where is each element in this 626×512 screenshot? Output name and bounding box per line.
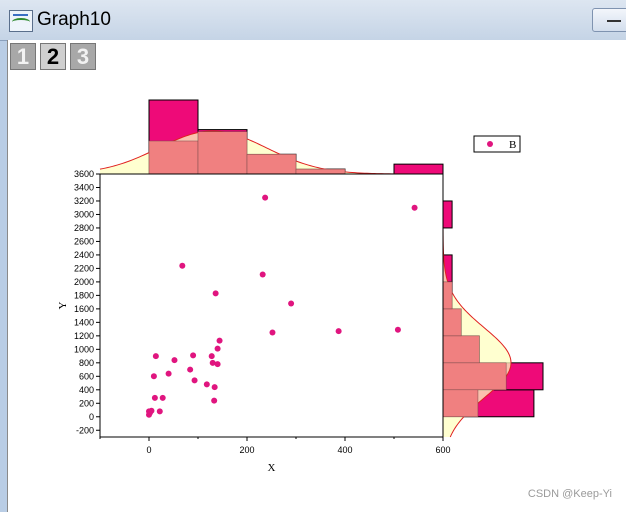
top-histogram-overlap (295, 168, 346, 175)
scatter-point (259, 271, 266, 278)
scatter-point (269, 329, 276, 336)
layer-tab-1[interactable]: 1 (10, 43, 36, 70)
scatter-point (171, 357, 178, 364)
x-tick-label: 400 (337, 445, 352, 455)
legend-label: B (509, 139, 516, 151)
x-tick-label: 0 (146, 445, 151, 455)
scatter-point (190, 352, 197, 359)
scatter-point (148, 407, 155, 414)
right-histogram-overlap (442, 335, 480, 364)
y-tick-label: 600 (79, 371, 94, 381)
y-tick-label: 3600 (74, 169, 94, 179)
scatter-point (187, 366, 194, 373)
scatter-point (191, 377, 198, 384)
scatter-point (211, 397, 218, 404)
scatter-point (203, 381, 210, 388)
watermark: CSDN @Keep-Yi (527, 488, 612, 500)
y-tick-label: 1800 (74, 290, 94, 300)
x-tick-label: 600 (435, 445, 450, 455)
y-axis: -200 0 200 400 600 800 1000 1200 1400 1600 1800 200… (74, 169, 100, 435)
scatter-point (262, 194, 269, 201)
right-histogram-overlap (442, 362, 507, 391)
y-tick-label: 2400 (74, 250, 94, 260)
right-histogram-overlap (442, 389, 479, 418)
plot-frame (99, 173, 444, 438)
y-tick-label: -200 (76, 425, 94, 435)
scatter-point (212, 290, 219, 297)
legend-marker (487, 141, 493, 147)
legend[interactable]: B (473, 135, 521, 153)
scatter-point (208, 353, 215, 360)
legend-box (473, 135, 521, 153)
layer-tab-2[interactable]: 2 (40, 43, 66, 70)
scatter-point (335, 328, 342, 335)
right-histogram-bar (442, 200, 453, 229)
window-titlebar: Graph10 (0, 0, 626, 41)
y-tick-label: 3200 (74, 196, 94, 206)
top-histogram-overlap (197, 131, 248, 175)
y-tick-label: 1200 (74, 331, 94, 341)
minimize-button[interactable] (592, 8, 626, 32)
scatter-point (394, 326, 401, 333)
minimize-icon (607, 20, 621, 22)
top-histogram-bar (393, 163, 444, 175)
y-tick-label: 800 (79, 358, 94, 368)
scatter-point (214, 361, 221, 368)
scatter-point (209, 359, 216, 366)
top-histogram (99, 99, 444, 175)
scatter-point (152, 353, 159, 360)
layer-tab-3[interactable]: 3 (70, 43, 96, 70)
y-tick-label: 200 (79, 398, 94, 408)
right-histogram (442, 174, 544, 438)
y-tick-label: 2800 (74, 223, 94, 233)
x-axis: 0 200 400 600 (99, 437, 451, 455)
scatter-point (411, 204, 418, 211)
scatter-point (150, 373, 157, 380)
y-tick-label: 2600 (74, 236, 94, 246)
scatter-point (211, 384, 218, 391)
y-axis-title: Y (57, 301, 69, 309)
right-histogram-overlap (442, 308, 462, 337)
y-tick-label: 3000 (74, 209, 94, 219)
x-tick-label: 200 (239, 445, 254, 455)
scatter-point (159, 394, 166, 401)
scatter-point (165, 370, 172, 377)
graph-window-icon[interactable] (9, 10, 33, 32)
scatter-point (214, 345, 221, 352)
right-histogram-overlap (442, 281, 453, 310)
y-tick-label: 2200 (74, 263, 94, 273)
y-tick-label: 0 (89, 412, 94, 422)
y-tick-label: 2000 (74, 277, 94, 287)
scatter-point (288, 300, 295, 307)
top-histogram-overlap (148, 140, 199, 175)
scatter-point (179, 262, 186, 269)
y-tick-label: 1000 (74, 344, 94, 354)
window-title: Graph10 (37, 9, 111, 30)
scatter-point (216, 337, 223, 344)
x-axis-title: X (268, 462, 276, 474)
scatter-point (151, 394, 158, 401)
y-tick-label: 1600 (74, 304, 94, 314)
scatter-point (156, 408, 163, 415)
top-histogram-overlap (246, 154, 297, 175)
scatter-points (146, 194, 418, 418)
y-tick-label: 3400 (74, 182, 94, 192)
y-tick-label: 1400 (74, 317, 94, 327)
y-tick-label: 400 (79, 385, 94, 395)
